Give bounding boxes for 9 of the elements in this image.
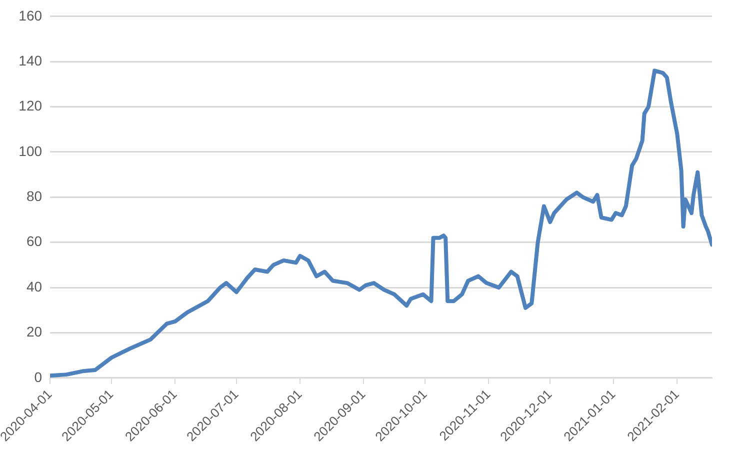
y-tick-label: 80 (26, 188, 42, 204)
y-tick-label: 60 (26, 233, 42, 250)
y-tick-label: 40 (26, 278, 42, 294)
y-tick-label: 100 (18, 142, 42, 159)
y-tick-label: 20 (26, 324, 42, 340)
y-tick-label: 140 (18, 52, 42, 68)
y-tick-label: 120 (18, 98, 42, 114)
y-tick-label: 0 (34, 368, 42, 385)
y-tick-label: 160 (18, 7, 42, 24)
